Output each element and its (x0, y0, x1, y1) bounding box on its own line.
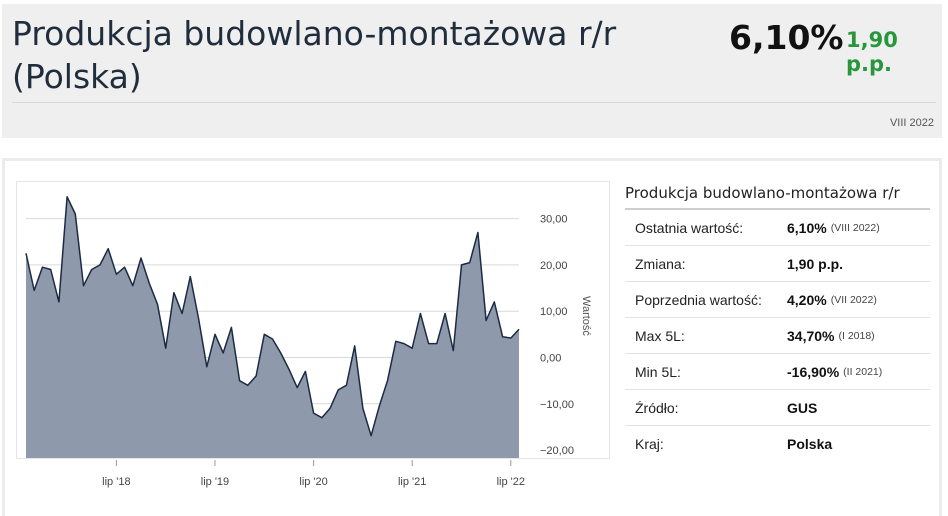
info-date: (VIII 2022) (830, 221, 880, 234)
info-title: Produkcja budowlano-montażowa r/r (625, 181, 930, 210)
info-value: 1,90 p.p. (787, 255, 844, 272)
x-tick-label: lip '20 (299, 476, 327, 488)
y-axis-label: Wartość (580, 296, 592, 336)
change-value: 1,90 p.p. (846, 28, 898, 76)
series-line (25, 196, 520, 437)
info-label: Max 5L: (635, 327, 685, 344)
info-date: (VII 2022) (830, 293, 877, 306)
area-fill (26, 196, 519, 459)
y-tick-label: 20,00 (540, 260, 568, 272)
x-tick-label: lip '18 (102, 476, 130, 488)
header-divider (12, 102, 936, 103)
info-label: Kraj: (635, 435, 664, 452)
info-value: 4,20% (787, 291, 827, 308)
info-date: (I 2018) (838, 329, 875, 342)
info-label: Źródło: (635, 399, 679, 416)
period-label: VIII 2022 (889, 117, 934, 129)
x-tick-label: lip '21 (398, 476, 426, 488)
current-value: 6,10% (729, 18, 844, 57)
x-tick-label: lip '19 (201, 476, 229, 488)
info-label: Zmiana: (635, 255, 686, 272)
header-panel: Produkcja budowlano-montażowa r/r (Polsk… (2, 4, 942, 138)
y-tick-label: 30,00 (540, 214, 568, 226)
page-title: Produkcja budowlano-montażowa r/r (Polsk… (12, 14, 617, 96)
content-panel (2, 158, 942, 516)
info-value: 34,70% (787, 327, 835, 344)
info-label: Min 5L: (635, 363, 681, 380)
info-value: Polska (787, 435, 833, 452)
info-table: Produkcja budowlano-montażowa r/r Ostatn… (625, 181, 930, 461)
info-row-min-5y: Min 5L: -16,90% (II 2021) (625, 354, 930, 390)
info-row-previous-value: Poprzednia wartość: 4,20% (VII 2022) (625, 282, 930, 318)
info-row-country: Kraj: Polska (625, 426, 930, 461)
info-row-source: Źródło: GUS (625, 390, 930, 426)
info-value: -16,90% (787, 363, 840, 380)
info-row-change: Zmiana: 1,90 p.p. (625, 246, 930, 282)
y-tick-label: −20,00 (540, 445, 574, 457)
info-label: Poprzednia wartość: (635, 291, 762, 308)
x-tick-label: lip '22 (497, 476, 525, 488)
info-row-max-5y: Max 5L: 34,70% (I 2018) (625, 318, 930, 354)
y-tick-label: −10,00 (540, 399, 574, 411)
info-row-last-value: Ostatnia wartość: 6,10% (VIII 2022) (625, 210, 930, 246)
y-tick-label: 10,00 (540, 306, 568, 318)
info-label: Ostatnia wartość: (635, 219, 744, 236)
chart-container: 30,00 20,00 10,00 0,00 −10,00 −20,00 Wartość li… (16, 181, 610, 516)
info-date: (II 2021) (843, 365, 883, 378)
y-tick-label: 0,00 (540, 353, 561, 365)
info-value: GUS (787, 399, 818, 416)
info-value: 6,10% (787, 219, 827, 236)
area-chart: 30,00 20,00 10,00 0,00 −10,00 −20,00 Wartość li… (16, 181, 610, 488)
